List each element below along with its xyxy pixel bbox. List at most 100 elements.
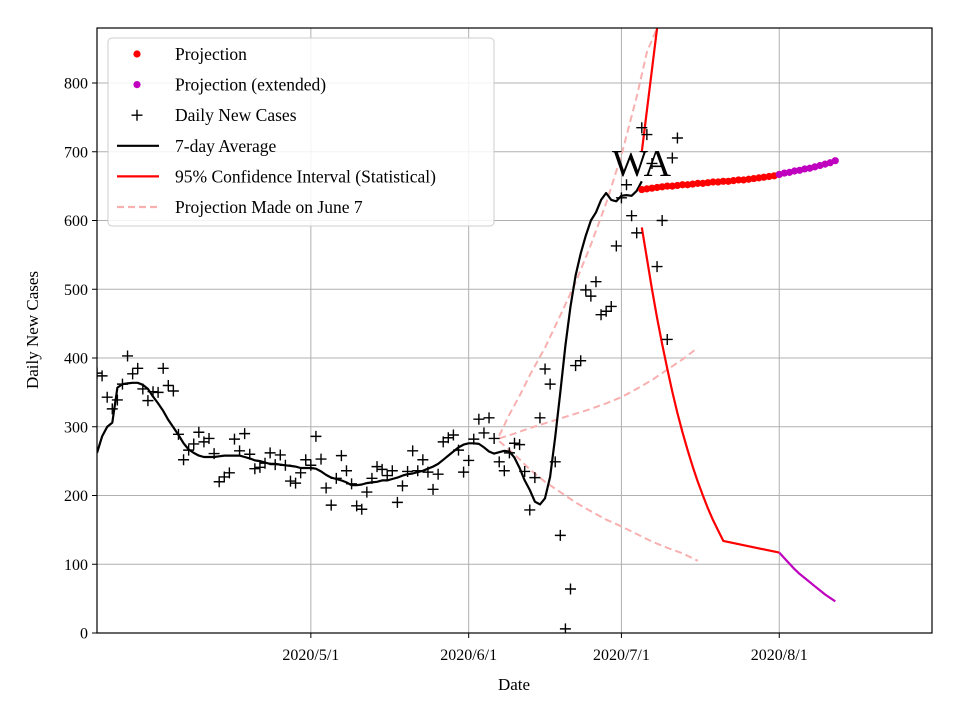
daily-case-point	[519, 465, 531, 477]
daily-case-point	[295, 467, 307, 479]
daily-case-point	[325, 499, 337, 511]
daily-case-point	[178, 454, 190, 466]
daily-case-point	[320, 482, 332, 494]
daily-case-point	[162, 380, 174, 391]
daily-case-point	[228, 433, 240, 445]
daily-case-point	[554, 529, 566, 541]
daily-case-point	[636, 122, 648, 134]
daily-case-point	[264, 447, 276, 459]
daily-case-point	[300, 454, 312, 466]
daily-case-point	[391, 496, 403, 508]
daily-case-point	[529, 472, 541, 484]
daily-case-point	[274, 449, 286, 461]
daily-case-point	[213, 476, 225, 488]
daily-case-point	[284, 475, 296, 487]
daily-case-point	[621, 179, 633, 191]
seven-day-average-line	[97, 180, 643, 506]
daily-case-point	[488, 432, 500, 444]
daily-case-point	[259, 457, 271, 469]
daily-case-point	[442, 432, 454, 444]
legend-label-daily: Daily New Cases	[175, 105, 297, 125]
daily-case-point	[544, 378, 556, 390]
daily-case-point	[172, 428, 184, 440]
y-tick-label: 600	[64, 213, 88, 230]
daily-case-point	[203, 432, 215, 444]
legend-label-june7: Projection Made on June 7	[175, 197, 363, 217]
daily-case-point	[432, 468, 444, 480]
daily-case-point	[234, 445, 246, 457]
daily-case-point	[549, 456, 561, 468]
y-tick-label: 400	[64, 351, 88, 368]
state-annotation: WA	[612, 143, 672, 185]
x-axis-label: Date	[498, 675, 530, 694]
daily-case-point	[473, 413, 485, 425]
daily-case-point	[346, 478, 358, 490]
daily-case-point	[208, 448, 220, 460]
daily-case-point	[590, 276, 602, 288]
legend-label-avg: 7-day Average	[175, 136, 276, 156]
daily-case-point	[396, 480, 408, 492]
legend-marker-projection	[133, 50, 141, 58]
daily-case-point	[157, 362, 169, 374]
daily-case-point	[142, 395, 154, 407]
daily-case-point	[371, 461, 383, 473]
y-tick-label: 500	[64, 282, 88, 299]
daily-case-point	[315, 453, 327, 465]
daily-case-point	[641, 129, 653, 141]
daily-case-point	[600, 305, 612, 317]
daily-case-point	[376, 463, 388, 475]
daily-case-point	[422, 466, 434, 478]
daily-case-point	[402, 465, 414, 477]
projection-point	[663, 182, 671, 190]
daily-case-point	[152, 386, 164, 398]
daily-case-point	[671, 132, 683, 144]
daily-case-point	[539, 363, 551, 375]
daily-case-point	[610, 240, 622, 252]
daily-case-point	[447, 429, 459, 441]
daily-case-point	[509, 437, 520, 449]
daily-case-point	[493, 456, 505, 468]
daily-case-point	[183, 444, 195, 456]
projection-point	[678, 181, 687, 189]
daily-case-point	[381, 470, 393, 482]
daily-case-point	[656, 215, 668, 226]
daily-case-point	[483, 412, 495, 424]
daily-case-point	[417, 454, 429, 466]
daily-case-point	[167, 385, 179, 397]
daily-case-point	[249, 463, 261, 475]
daily-case-point	[580, 284, 592, 296]
daily-case-point	[279, 459, 291, 471]
ci-lower-extended-line	[778, 551, 836, 603]
x-tick-label: 2020/5/1	[282, 647, 339, 664]
daily-case-point	[97, 367, 103, 379]
projection-point	[719, 177, 727, 185]
daily-case-point	[116, 378, 128, 390]
y-axis-label: Daily New Cases	[23, 271, 42, 389]
daily-case-point	[340, 465, 352, 477]
ticks: 0 100 200 300 400 500 600 700 800 2020/5/1 2020/6/…	[64, 76, 808, 665]
legend-marker-projection_ext	[133, 81, 141, 89]
plot-area	[97, 28, 839, 633]
daily-case-point	[335, 450, 347, 462]
projection-point	[694, 179, 702, 187]
daily-case-point	[101, 391, 113, 403]
daily-case-point	[239, 428, 251, 440]
daily-case-point	[478, 427, 490, 439]
daily-case-point	[585, 290, 597, 302]
projection-point	[709, 178, 717, 186]
daily-case-point	[244, 448, 256, 460]
y-tick-label: 800	[64, 76, 88, 93]
daily-case-point	[570, 360, 582, 372]
daily-case-point	[361, 486, 373, 498]
daily-case-point	[463, 454, 475, 466]
daily-case-point	[132, 362, 144, 374]
daily-case-point	[468, 433, 480, 445]
daily-case-point	[127, 368, 139, 380]
daily-case-point	[626, 210, 638, 222]
daily-case-point	[631, 227, 643, 239]
daily-case-point	[412, 465, 424, 477]
ci-lower-line	[640, 227, 780, 554]
daily-case-point	[524, 504, 536, 516]
legend-marker-daily	[131, 109, 143, 121]
